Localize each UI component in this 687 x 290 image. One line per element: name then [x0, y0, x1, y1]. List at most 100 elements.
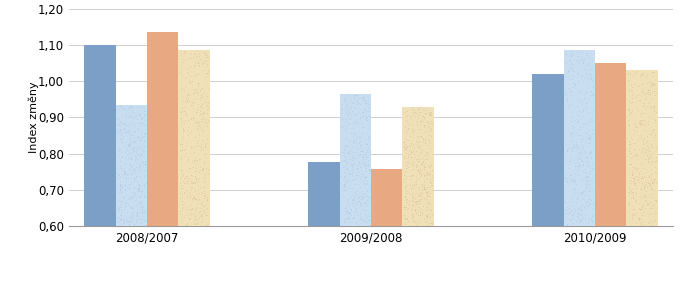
Point [398, 205, 409, 210]
Point [412, 106, 423, 111]
Point [346, 206, 357, 211]
Point [186, 197, 197, 202]
Point [180, 58, 191, 62]
Point [642, 144, 653, 149]
Point [407, 106, 418, 110]
Point [125, 218, 136, 223]
Point [174, 176, 185, 181]
Point [131, 211, 142, 215]
Point [337, 187, 348, 192]
Point [174, 196, 185, 200]
Point [564, 138, 575, 143]
Point [641, 189, 652, 194]
Point [407, 106, 418, 111]
Point [412, 163, 423, 168]
Point [115, 216, 126, 220]
Point [345, 96, 356, 100]
Point [425, 133, 436, 138]
Point [112, 171, 123, 176]
Point [635, 168, 646, 173]
Point [118, 217, 129, 222]
Point [357, 124, 368, 129]
Point [414, 220, 425, 224]
Point [195, 144, 206, 149]
Point [637, 222, 648, 227]
Point [638, 151, 649, 155]
Point [625, 181, 636, 186]
Point [135, 153, 146, 157]
Point [412, 116, 423, 120]
Point [584, 177, 595, 182]
Point [571, 142, 582, 146]
Point [192, 91, 203, 96]
Point [414, 196, 425, 201]
Point [622, 78, 633, 83]
Point [409, 207, 420, 212]
Point [352, 167, 363, 172]
Point [349, 140, 360, 145]
Point [642, 92, 653, 97]
Point [579, 121, 590, 126]
Point [114, 198, 125, 203]
Point [408, 195, 419, 200]
Point [189, 63, 200, 68]
Point [130, 197, 141, 202]
Point [416, 211, 427, 215]
Point [636, 87, 647, 91]
Point [571, 59, 582, 64]
Point [584, 201, 595, 206]
Point [199, 175, 210, 179]
Point [347, 170, 358, 175]
Point [133, 187, 144, 192]
Point [399, 205, 410, 210]
Point [632, 84, 643, 88]
Point [584, 133, 595, 138]
Point [352, 130, 363, 135]
Point [646, 210, 657, 215]
Point [360, 168, 371, 172]
Point [359, 98, 370, 103]
Point [585, 116, 596, 121]
Point [115, 147, 126, 151]
Point [638, 118, 649, 122]
Point [570, 178, 581, 183]
Point [400, 146, 411, 151]
Point [345, 172, 356, 177]
Point [125, 171, 136, 176]
Point [575, 73, 586, 78]
Point [635, 176, 646, 180]
Point [408, 149, 419, 154]
Point [413, 208, 424, 213]
Point [414, 134, 425, 138]
Point [403, 159, 414, 163]
Bar [532, 74, 563, 226]
Point [137, 205, 148, 210]
Point [357, 172, 368, 176]
Point [403, 147, 414, 152]
Point [115, 213, 126, 218]
Point [348, 209, 359, 214]
Point [633, 83, 644, 88]
Point [189, 51, 200, 56]
Point [352, 210, 363, 215]
Point [574, 144, 585, 149]
Point [572, 79, 583, 84]
Point [643, 119, 654, 123]
Point [139, 131, 150, 135]
Point [139, 163, 150, 167]
Point [120, 150, 131, 154]
Point [409, 114, 420, 119]
Point [341, 215, 352, 220]
Point [632, 93, 643, 97]
Point [121, 108, 132, 113]
Point [177, 127, 188, 132]
Point [584, 61, 595, 66]
Point [413, 193, 424, 198]
Point [196, 214, 207, 218]
Point [640, 106, 651, 110]
Point [119, 220, 130, 225]
Point [423, 164, 434, 169]
Point [336, 107, 347, 111]
Point [565, 64, 576, 69]
Point [361, 101, 372, 105]
